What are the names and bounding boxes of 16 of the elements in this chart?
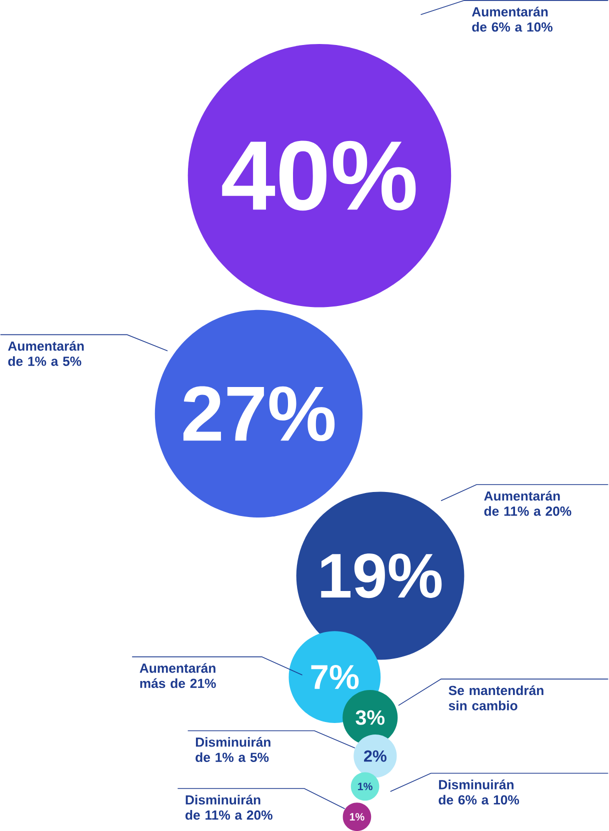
category-label: Aumentarán de 1% a 5% [8, 340, 84, 366]
data-label: 40% [222, 140, 416, 211]
data-label: 1% [350, 813, 365, 821]
category-label: Disminuirán de 1% a 5% [196, 737, 271, 762]
data-label: 1% [358, 782, 373, 790]
category-label: Disminuirán de 11% a 20% [186, 794, 273, 820]
data-label: 19% [321, 553, 442, 598]
data-label: 27% [184, 386, 335, 442]
data-label: 7% [311, 664, 359, 690]
category-label: Se mantendrán sin cambio [448, 685, 544, 710]
category-label: Aumentarán de 6% a 10% [472, 6, 553, 32]
category-label: Aumentarán de 11% a 20% [484, 490, 572, 516]
category-label: Disminuirán de 6% a 10% [438, 780, 520, 805]
data-label: 2% [364, 750, 387, 762]
data-label: 3% [356, 710, 385, 725]
category-label: Aumentarán más de 21% [140, 663, 216, 688]
